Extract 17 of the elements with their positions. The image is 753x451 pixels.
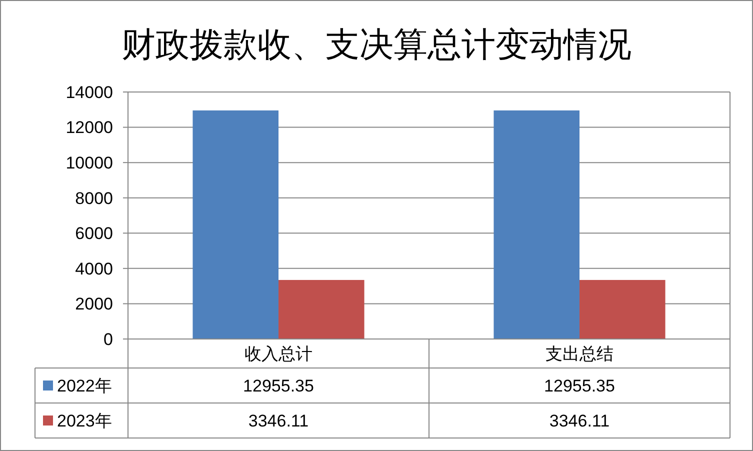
y-tick-label: 2000 xyxy=(75,294,113,314)
y-tick-label: 12000 xyxy=(66,118,113,138)
y-tick-label: 6000 xyxy=(75,224,113,244)
x-tick-label: 收入总计 xyxy=(244,344,312,364)
y-tick-label: 4000 xyxy=(75,259,113,278)
x-tick-label: 支出总结 xyxy=(546,344,614,364)
y-tick-label: 10000 xyxy=(66,154,113,173)
y-tick-label: 8000 xyxy=(75,188,113,208)
data-label: 3346.11 xyxy=(549,411,610,430)
chart-title: 财政拨款收、支决算总计变动情况 xyxy=(122,26,632,64)
data-label: 12955.35 xyxy=(243,376,314,396)
data-label: 12955.35 xyxy=(544,376,615,396)
y-tick-label: 0 xyxy=(104,330,113,349)
legend-label: 2023年 xyxy=(57,411,112,430)
legend-label: 2022年 xyxy=(57,376,112,396)
data-label: 3346.11 xyxy=(248,411,309,430)
y-tick-label: 14000 xyxy=(66,82,113,102)
